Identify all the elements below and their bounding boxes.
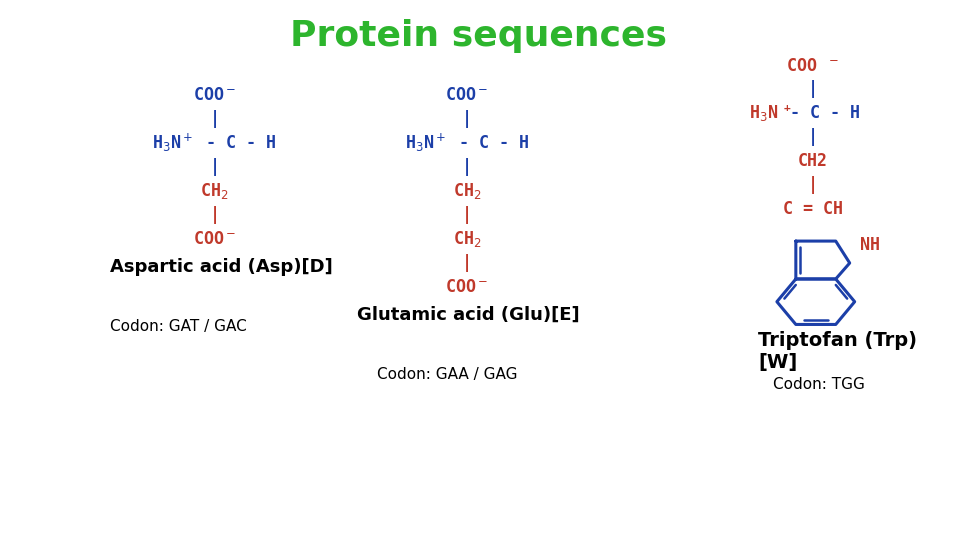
- Text: |: |: [209, 110, 220, 129]
- Text: Aspartic acid (Asp)[D]: Aspartic acid (Asp)[D]: [109, 258, 332, 276]
- Text: C = CH: C = CH: [782, 200, 843, 218]
- Text: COO$^-$: COO$^-$: [445, 278, 489, 296]
- Text: COO$^-$: COO$^-$: [445, 86, 489, 104]
- Text: CH2: CH2: [798, 152, 828, 170]
- Text: Glutamic acid (Glu)[E]: Glutamic acid (Glu)[E]: [357, 306, 580, 324]
- Text: Codon: GAA / GAG: Codon: GAA / GAG: [377, 367, 517, 382]
- Text: +: +: [784, 104, 791, 113]
- Text: |: |: [462, 110, 471, 129]
- Text: H$_3$N$^+$ - C - H: H$_3$N$^+$ - C - H: [153, 132, 276, 154]
- Text: H$_3$N: H$_3$N: [749, 104, 778, 124]
- Text: NH: NH: [859, 236, 879, 254]
- Text: |: |: [462, 254, 471, 272]
- Text: COO $^-$: COO $^-$: [786, 57, 839, 75]
- Text: |: |: [462, 158, 471, 176]
- Text: Codon: GAT / GAC: Codon: GAT / GAC: [109, 319, 247, 334]
- Text: [W]: [W]: [758, 353, 797, 372]
- Text: CH$_2$: CH$_2$: [452, 229, 481, 249]
- Text: |: |: [209, 206, 220, 224]
- Text: CH$_2$: CH$_2$: [452, 181, 481, 201]
- Text: Protein sequences: Protein sequences: [290, 19, 667, 53]
- Text: COO$^-$: COO$^-$: [193, 86, 236, 104]
- Text: |: |: [462, 206, 471, 224]
- Text: COO$^-$: COO$^-$: [193, 230, 236, 248]
- Text: - C - H: - C - H: [790, 104, 860, 123]
- Text: |: |: [807, 176, 818, 194]
- Text: Codon: TGG: Codon: TGG: [773, 377, 865, 392]
- Text: CH$_2$: CH$_2$: [201, 181, 228, 201]
- Text: |: |: [807, 129, 818, 146]
- Text: Triptofan (Trp): Triptofan (Trp): [758, 332, 917, 350]
- Text: |: |: [209, 158, 220, 176]
- Text: |: |: [807, 80, 818, 98]
- Text: H$_3$N$^+$ - C - H: H$_3$N$^+$ - C - H: [405, 132, 529, 154]
